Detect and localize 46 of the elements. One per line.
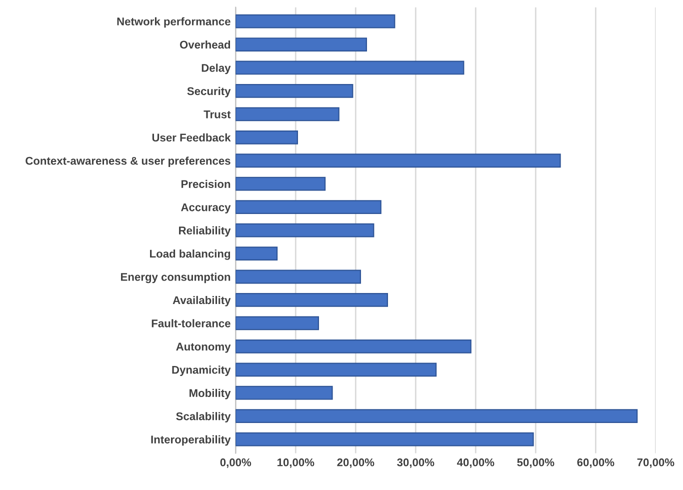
x-tick-label: 10,00%: [278, 458, 314, 468]
y-tick-label: Security: [187, 86, 231, 98]
y-tick-label: Delay: [202, 64, 231, 74]
y-tick-label: Availability: [172, 296, 231, 306]
y-tick-label: Energy consumption: [121, 272, 230, 284]
y-tick-label: Context-awareness & user preferences: [26, 156, 230, 167]
bar: [236, 386, 333, 400]
x-tick-label: 40,00%: [456, 458, 494, 468]
x-tick-label: 70,00%: [637, 458, 674, 468]
bar: [236, 14, 396, 28]
y-tick-label: Fault-tolerance: [152, 319, 230, 328]
bar: [236, 176, 326, 191]
bar: [236, 362, 437, 377]
bar: [236, 223, 374, 238]
x-tick-label: 60,00%: [577, 458, 614, 468]
bar: [236, 246, 278, 260]
y-tick-label: Load balancing: [150, 250, 230, 260]
bar: [236, 316, 319, 330]
bar: [236, 154, 561, 168]
y-tick-label: Network performance: [117, 17, 230, 28]
x-tick-label: 0,00%: [220, 458, 252, 468]
bar: [236, 200, 382, 214]
bar: [236, 107, 340, 122]
y-tick-label: Overhead: [180, 40, 230, 49]
bar: [236, 293, 388, 307]
y-tick-label: Reliability: [179, 226, 231, 237]
bar: [236, 60, 464, 75]
x-tick-label: 30,00%: [397, 458, 434, 468]
y-tick-label: Dynamicity: [172, 366, 231, 376]
y-tick-label: Accuracy: [181, 203, 231, 214]
y-tick-label: Precision: [182, 180, 230, 188]
y-tick-label: Scalability: [176, 412, 231, 422]
y-tick-label: User Feedback: [152, 133, 231, 142]
y-tick-label: Trust: [204, 110, 231, 118]
bar: [236, 409, 638, 424]
bar: [236, 339, 472, 354]
x-tick-label: 50,00%: [517, 458, 554, 468]
y-tick-label: Interoperability: [151, 435, 231, 446]
y-tick-label: Autonomy: [176, 342, 231, 353]
bar: [236, 270, 362, 284]
bar: [236, 130, 298, 144]
y-tick-label: Mobility: [190, 388, 231, 400]
bar: [236, 38, 368, 52]
x-tick-label: 20,00%: [337, 458, 374, 468]
bar: [236, 84, 354, 98]
bar: [236, 432, 534, 446]
